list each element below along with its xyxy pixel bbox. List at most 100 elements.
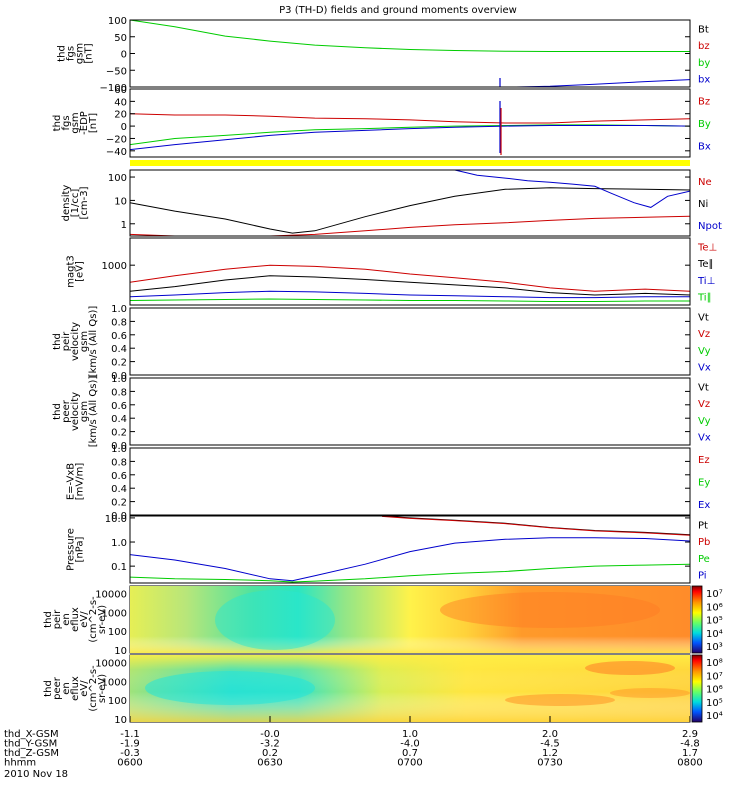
- y-tick-label: 1.0: [111, 538, 127, 549]
- panel-3: 100 10 1 density[1/cc][cm-3] Ne Ni Npot: [61, 169, 722, 237]
- y-tick-label: 0.4: [111, 414, 127, 425]
- legend-Ey: Ey: [698, 478, 710, 489]
- y-axis-label: sr-eV): [97, 605, 108, 634]
- legend-Bx: Bx: [698, 142, 711, 153]
- legend-Ex: Ex: [698, 500, 710, 511]
- y-axis-label: peir: [52, 609, 63, 629]
- y-axis-label: [mV/m]: [75, 463, 86, 501]
- panel-frame: [129, 377, 691, 446]
- ephemeris-value: -4.0: [400, 739, 420, 750]
- colorbar-tick-label: 10⁷: [706, 671, 723, 682]
- y-axis-label: en: [61, 682, 72, 695]
- y-tick-label: 0.6: [111, 471, 127, 482]
- date-label: 2010 Nov 18: [4, 769, 68, 780]
- colorbar-tick-label: 10⁵: [706, 698, 723, 709]
- y-tick-label: 0.8: [111, 317, 127, 328]
- y-tick-label: 0.2: [111, 358, 127, 369]
- legend-by: by: [698, 58, 710, 69]
- y-axis-label: peer: [61, 399, 72, 423]
- legend-Pi: Pi: [698, 571, 707, 582]
- figure-title: P3 (TH-D) fields and ground moments over…: [279, 5, 517, 16]
- ephemeris-value: -4.5: [540, 739, 560, 750]
- y-tick-label: 0.0: [111, 371, 127, 382]
- colorbar-tick-label: 10⁸: [706, 658, 723, 669]
- y-axis-label: [nPa]: [75, 536, 86, 562]
- y-axis-label: sr-eV): [97, 674, 108, 703]
- y-tick-label: 100: [108, 16, 127, 27]
- y-tick-label: 60: [114, 85, 127, 96]
- legend-Vt: Vt: [698, 382, 709, 393]
- y-tick-label: 100: [108, 173, 127, 184]
- y-axis-label: magt3: [66, 255, 77, 288]
- legend-Ez: Ez: [698, 455, 710, 466]
- ephemeris-row-label: thd_X-GSM: [4, 729, 59, 740]
- panel-frame: [129, 515, 691, 584]
- y-axis-label: [cm-3]: [79, 186, 90, 219]
- y-axis-label: gsm: [70, 112, 81, 133]
- y-axis-label: gsm: [75, 43, 86, 64]
- legend-Vy: Vy: [698, 346, 711, 357]
- series-Ti⊥: [129, 290, 690, 299]
- panel-frame: [129, 237, 691, 306]
- legend-Vy: Vy: [698, 416, 711, 427]
- y-tick-label: −50: [106, 66, 127, 77]
- y-axis-label: thd: [57, 45, 68, 62]
- y-axis-label: [km/s (All Qs)]: [88, 376, 99, 448]
- panel-7: 1.0 0.8 0.6 0.4 0.2 0.0 E=-VxB[mV/m] Ez Ey Ex: [66, 444, 711, 522]
- ephemeris-value: 0730: [537, 758, 562, 769]
- legend-Vz: Vz: [698, 329, 710, 340]
- ion-spectrogram-fill: [130, 586, 690, 653]
- ephemeris-value: -0.3: [120, 748, 140, 759]
- y-axis-label: eV/: [79, 680, 90, 697]
- y-tick-label: 40: [114, 97, 127, 108]
- panel-frame: [129, 19, 691, 88]
- ephemeris-value: 0630: [257, 758, 282, 769]
- y-axis-label: peer: [52, 676, 63, 700]
- y-tick-label: 10: [114, 646, 127, 657]
- legend-Npot: Npot: [698, 221, 722, 232]
- y-tick-label: −20: [106, 134, 127, 145]
- series-Pi: [129, 537, 691, 582]
- y-axis-label: gsm: [79, 331, 90, 352]
- y-axis-label: eflux: [70, 607, 81, 632]
- panel-frame: [129, 169, 691, 237]
- y-tick-label: 0: [121, 122, 127, 133]
- y-axis-label: [eV]: [75, 261, 86, 282]
- panel-4: 1000 magt3[eV] Te⊥ Te∥ Ti⊥ Ti∥: [66, 237, 717, 306]
- ephemeris-value: 0800: [677, 758, 702, 769]
- ephemeris-value: -3.2: [260, 739, 280, 750]
- y-axis-label: Pressure: [66, 528, 77, 571]
- y-axis-label: E=-VxB: [66, 463, 77, 500]
- y-tick-label: 0.0: [111, 511, 127, 522]
- colorbar-tick-label: 10³: [706, 642, 723, 653]
- ephemeris-value: 0.2: [262, 748, 278, 759]
- legend-Vx: Vx: [698, 433, 711, 444]
- y-tick-label: 1.0: [111, 304, 127, 315]
- legend-Bz: Bz: [698, 96, 710, 107]
- ephemeris-value: 0.7: [402, 748, 418, 759]
- y-tick-label: 1000: [102, 608, 127, 619]
- y-axis-label: eflux: [70, 676, 81, 701]
- ephemeris-value: 1.2: [542, 748, 558, 759]
- ephemeris-row-label: hhmm: [4, 758, 36, 769]
- colorbar-tick-label: 10⁴: [706, 711, 723, 722]
- y-axis-label: velocity: [70, 322, 81, 361]
- legend-Ni: Ni: [698, 199, 708, 210]
- series-Ti∥: [129, 298, 690, 302]
- y-tick-label: 1.0: [111, 374, 127, 385]
- y-axis-label: density: [61, 185, 72, 222]
- y-tick-label: 1.0: [111, 444, 127, 455]
- y-axis-label: (cm^2-s-: [88, 596, 99, 643]
- panel-8: 10.0 1.0 0.1 Pressure[nPa] Pt Pb Pe Pi: [66, 514, 710, 584]
- panel-frame: [129, 88, 691, 158]
- panel-5: 1.0 0.8 0.6 0.4 0.2 0.0 thdpeirvelocitygsm[km/…: [52, 304, 711, 382]
- y-axis-label: thd: [43, 680, 54, 697]
- series-by: [129, 19, 690, 52]
- series-Bz: [129, 113, 691, 124]
- legend-Ne: Ne: [698, 177, 712, 188]
- ephemeris-value: -1.1: [120, 729, 140, 740]
